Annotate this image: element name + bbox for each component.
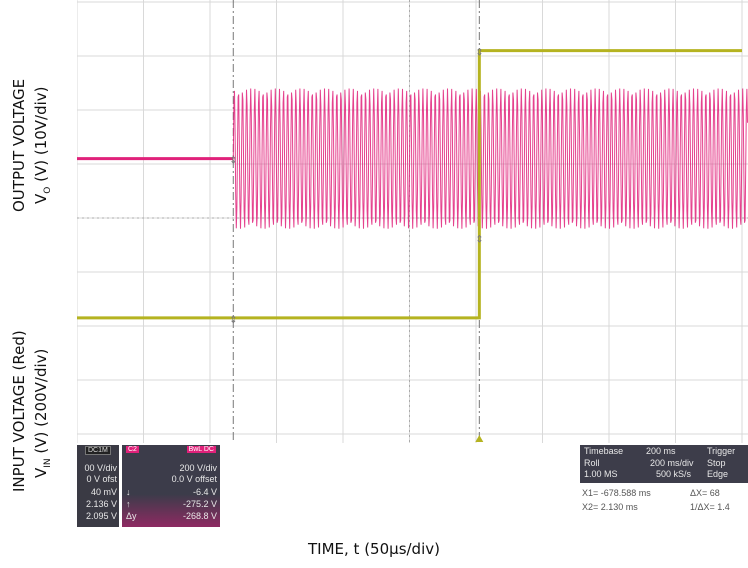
output-voltage-suffix: (V) (10V/div) xyxy=(32,86,50,187)
ch2-panel[interactable]: C2 BwL DC 200 V/div 0.0 V offset -6.4 V … xyxy=(122,445,220,527)
trigger-marker xyxy=(475,435,484,442)
olive-trace xyxy=(77,49,742,320)
ch1-panel[interactable]: DC1M 00 V/div 0 V ofst 40 mV 2.136 V 2.0… xyxy=(77,445,119,527)
timebase-panel[interactable]: Timebase 200 ms Trigger Roll 200 ms/div … xyxy=(580,445,748,483)
trigger-title: Trigger xyxy=(707,446,736,456)
ch2-row-3: -275.2 V xyxy=(182,499,217,509)
input-voltage-label: INPUT VOLTAGE (Red) xyxy=(10,330,28,492)
output-voltage-sub: O xyxy=(43,186,53,194)
cursor-marker-a: ⇕ xyxy=(229,156,237,167)
timebase-row1-left: Roll xyxy=(584,458,600,468)
trigger-row2: Edge xyxy=(707,469,729,479)
timebase-value: 200 ms xyxy=(646,446,676,456)
input-voltage-prefix: V xyxy=(32,467,50,478)
input-voltage-label-2: VIN (V) (200V/div) xyxy=(32,349,53,478)
ch2-header-left: C2 xyxy=(126,446,139,453)
ch1-row-0: 00 V/div xyxy=(84,463,117,473)
cursor-readout: X1= -678.588 ms ΔX= 68 X2= 2.130 ms 1/ΔX… xyxy=(580,486,748,518)
ch2-row-2: -6.4 V xyxy=(192,487,217,497)
trigger-row1: Stop xyxy=(707,458,726,468)
timebase-row2-left: 1.00 MS xyxy=(584,469,618,479)
cursor-marker-b: ⇕ xyxy=(229,315,237,326)
input-voltage-suffix: (V) (200V/div) xyxy=(32,348,50,459)
ch1-header: DC1M xyxy=(85,446,111,455)
cursor-inv-dx: 1/ΔX= 1.4 xyxy=(690,502,730,512)
output-voltage-label-2: VO (V) (10V/div) xyxy=(32,86,53,204)
ch2-row-1: 0.0 V offset xyxy=(171,474,217,484)
ch2-sym-2: ↓ xyxy=(126,487,131,497)
ch2-header-right: BwL DC xyxy=(186,446,216,453)
timebase-row2-mid: 500 kS/s xyxy=(656,469,692,479)
x-axis-label: TIME, t (50µs/div) xyxy=(308,540,440,558)
output-voltage-label: OUTPUT VOLTAGE xyxy=(10,79,28,212)
cursor-marker-d: ⇕ xyxy=(475,234,483,245)
input-voltage-sub: IN xyxy=(43,458,53,468)
timebase-title: Timebase xyxy=(584,446,624,456)
ch2-sym-4: Δy xyxy=(126,511,137,521)
ch1-row-2: 40 mV xyxy=(90,487,117,497)
ch2-sym-3: ↑ xyxy=(126,499,131,509)
ch1-row-3: 2.136 V xyxy=(85,499,117,509)
input-voltage-line1: INPUT VOLTAGE (Red) xyxy=(10,330,28,492)
cursor-marker-c: ⇕ xyxy=(475,48,483,59)
cursor-dx: ΔX= 68 xyxy=(690,488,720,498)
timebase-row1-mid: 200 ms/div xyxy=(650,458,694,468)
oscilloscope-plot: ⇕ ⇕ ⇕ ⇕ xyxy=(76,0,748,443)
output-voltage-line1: OUTPUT VOLTAGE xyxy=(10,78,28,212)
output-voltage-prefix: V xyxy=(32,193,50,204)
cursor-x2: X2= 2.130 ms xyxy=(582,502,638,512)
ch1-row-1: 0 V ofst xyxy=(86,474,117,484)
cursor-x1: X1= -678.588 ms xyxy=(582,488,651,498)
waveform-svg: ⇕ ⇕ ⇕ ⇕ xyxy=(76,0,748,443)
magenta-trace-oscillation xyxy=(232,88,748,229)
ch2-row-0: 200 V/div xyxy=(179,463,217,473)
ch2-row-4: -268.8 V xyxy=(182,511,217,521)
ch1-row-4: 2.095 V xyxy=(85,511,117,521)
